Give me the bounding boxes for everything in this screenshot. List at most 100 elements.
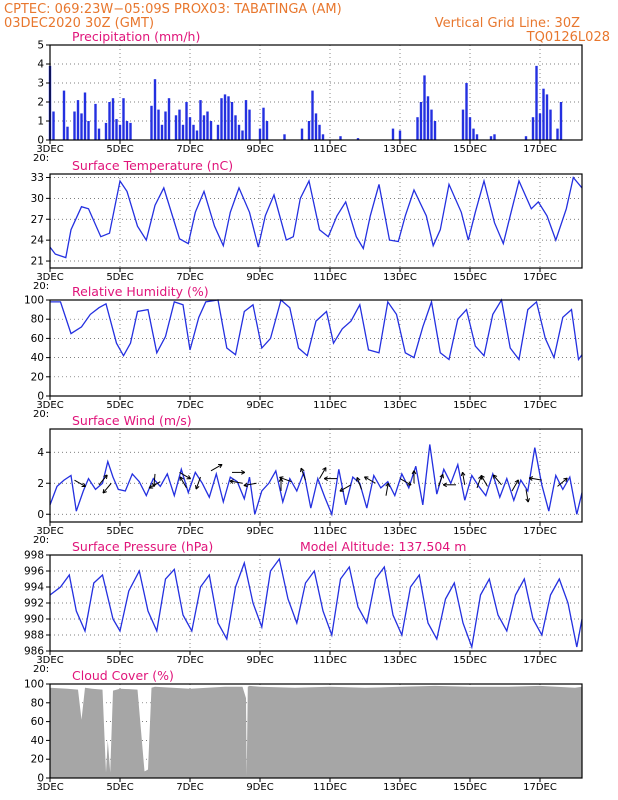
wind-arrow-shaft: [557, 477, 568, 487]
precipitation-bar: [307, 121, 311, 140]
precipitation-bar: [178, 109, 181, 140]
x-tick-label: 15DEC: [453, 272, 487, 283]
precipitation-panel: 0 1 2 3 4 5 3DEC 5DEC 7DEC 9DEC 11DEC 13DEC 15DEC 17D…: [33, 29, 583, 164]
wind-arrow-shaft: [179, 471, 191, 480]
precipitation-bar: [153, 79, 157, 140]
wind-direction-arrow: [279, 476, 292, 483]
series-line: [49, 444, 583, 517]
header-model-id: TQ0126L028: [526, 30, 610, 45]
y-tick-label: 986: [24, 646, 44, 658]
precipitation-bar: [160, 124, 164, 140]
wind-direction-arrow: [319, 467, 327, 479]
x-tick-label: 17DEC: [523, 144, 557, 155]
wind-arrow-head: [322, 467, 327, 471]
y-tick-label: 40: [31, 352, 44, 364]
wind-arrow-head: [356, 477, 361, 481]
wind-arrow-head: [102, 489, 105, 494]
precipitation-bar: [419, 102, 423, 140]
wind-arrow-shaft: [492, 474, 502, 486]
precipitation-bar: [52, 111, 55, 140]
precipitation-bar: [195, 130, 199, 140]
x-tick-label: 13DEC: [383, 144, 417, 155]
precipitation-bar: [206, 111, 209, 140]
wind-arrow-head: [413, 470, 417, 475]
wind-arrow-shaft: [364, 476, 376, 484]
precipitation-bar: [80, 113, 83, 140]
wind-arrow-shaft: [210, 464, 223, 472]
x-tick-label: 5DEC: [106, 144, 133, 155]
x-tick-year-clipped: 20:: [33, 281, 49, 292]
x-tick-label: 5DEC: [106, 526, 133, 537]
precipitation-bar: [311, 90, 314, 140]
y-tick-label: 3: [37, 78, 44, 90]
surface-temperature-panel: 21 24 27 30 33 3DEC 5DEC 7DEC 9DEC 11DEC 13DEC 15DE…: [31, 158, 583, 292]
wind-direction-arrow: [399, 478, 412, 486]
x-tick-label: 9DEC: [246, 400, 273, 411]
y-tick-label: 0: [37, 509, 44, 521]
wind-direction-arrow: [557, 477, 568, 487]
x-tick-label: 17DEC: [523, 526, 557, 537]
y-tick-label: 4: [37, 59, 44, 71]
precipitation-bar: [538, 113, 542, 140]
precipitation-bar: [391, 128, 395, 140]
x-tick-label: 13DEC: [383, 272, 417, 283]
precipitation-bar: [192, 124, 195, 140]
wind-arrow-head: [243, 482, 248, 486]
wind-arrow-shaft: [399, 478, 412, 486]
panel-frame: [49, 299, 583, 397]
panel-frame: [49, 683, 583, 779]
precipitation-bar: [433, 121, 437, 140]
wind-arrow-head: [356, 477, 358, 482]
precipitation-bar: [493, 134, 496, 140]
x-tick-label: 7DEC: [176, 655, 203, 666]
precipitation-bar: [87, 121, 90, 140]
wind-arrow-head: [195, 485, 197, 490]
x-tick-label: 5DEC: [106, 655, 133, 666]
panel-title: Surface Wind (m/s): [72, 413, 192, 428]
wind-arrow-head: [229, 479, 234, 482]
y-tick-label: 27: [31, 214, 44, 226]
wind-arrow-head: [179, 476, 184, 480]
precipitation-bar: [209, 121, 213, 140]
wind-arrow-head: [439, 473, 444, 478]
x-tick-label: 11DEC: [313, 526, 347, 537]
relative-humidity-panel: 0 20 40 60 80 100 3DEC 5DEC 7DEC 9DEC 11DEC 13DEC 15…: [24, 284, 583, 420]
wind-arrow-head: [229, 480, 234, 484]
wind-direction-arrow: [179, 471, 192, 480]
y-tick-label: 0: [37, 135, 44, 147]
y-tick-label: 2: [37, 478, 44, 490]
wind-arrow-head: [188, 475, 192, 480]
precipitation-bar: [465, 83, 468, 140]
precipitation-bar: [108, 102, 111, 140]
wind-arrow-head: [527, 498, 530, 503]
wind-arrow-shaft: [529, 477, 542, 481]
wind-arrow-head: [148, 484, 152, 489]
precipitation-bar: [220, 98, 223, 140]
y-tick-label: 990: [24, 614, 44, 626]
wind-direction-arrow: [229, 479, 243, 484]
x-tick-label: 3DEC: [36, 272, 63, 283]
precipitation-bar: [318, 124, 321, 140]
x-tick-label: 5DEC: [106, 400, 133, 411]
wind-arrow-head: [363, 476, 367, 481]
x-tick-label: 9DEC: [246, 144, 273, 155]
x-tick-label: 9DEC: [246, 782, 273, 793]
precipitation-bar: [472, 128, 475, 140]
wind-direction-arrow: [232, 470, 246, 475]
wind-arrow-head: [462, 471, 466, 476]
wind-arrow-head: [279, 476, 284, 478]
y-tick-label: 30: [31, 193, 44, 205]
precipitation-bar: [356, 138, 360, 140]
wind-direction-arrow: [356, 477, 362, 490]
x-tick-label: 17DEC: [523, 400, 557, 411]
wind-arrow-shaft: [319, 467, 327, 479]
wind-arrow-shaft: [229, 480, 243, 484]
x-tick-label: 9DEC: [246, 655, 273, 666]
wind-arrow-shaft: [300, 467, 306, 481]
wind-direction-arrow: [385, 482, 390, 496]
precipitation-bar: [262, 107, 265, 140]
x-tick-label: 13DEC: [383, 526, 417, 537]
wind-direction-arrow: [480, 474, 488, 487]
wind-arrow-head: [323, 478, 328, 481]
